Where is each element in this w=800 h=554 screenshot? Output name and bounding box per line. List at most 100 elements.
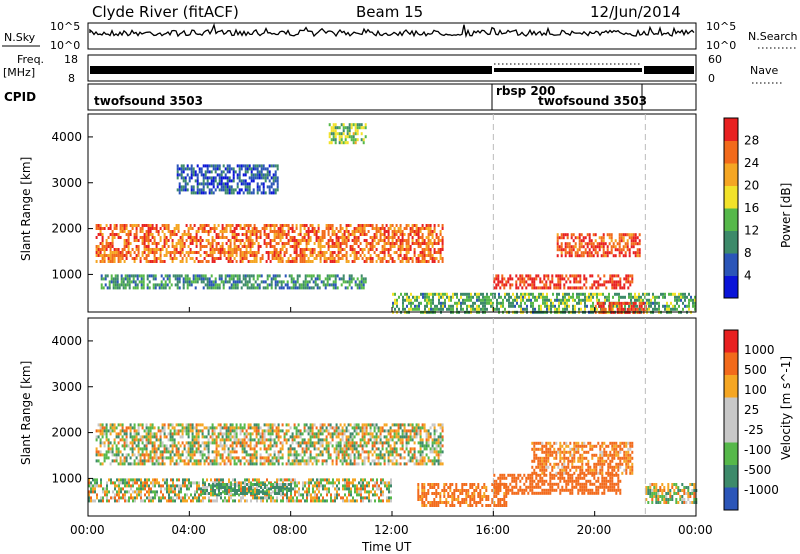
heatmap-cell (279, 254, 282, 257)
heatmap-cell (509, 283, 512, 287)
heatmap-cell (195, 230, 198, 233)
heatmap-cell (133, 260, 136, 263)
heatmap-cell (110, 274, 113, 278)
heatmap-cell (95, 459, 98, 463)
heatmap-cell (219, 251, 222, 254)
heatmap-cell (145, 450, 148, 454)
heatmap-cell (115, 248, 118, 251)
heatmap-cell (401, 456, 404, 460)
heatmap-cell (117, 236, 120, 239)
heatmap-cell (423, 260, 426, 263)
heatmap-cell (291, 227, 294, 230)
heatmap-cell (340, 123, 343, 127)
heatmap-cell (352, 141, 355, 145)
heatmap-cell (556, 295, 558, 299)
heatmap-cell (564, 292, 566, 296)
heatmap-cell (456, 304, 458, 308)
heatmap-cell (219, 245, 222, 248)
heatmap-cell (351, 230, 354, 233)
heatmap-cell (399, 254, 402, 257)
heatmap-cell (166, 283, 169, 287)
heatmap-cell (507, 280, 510, 284)
heatmap-cell (397, 432, 400, 436)
heatmap-cell (606, 298, 608, 302)
heatmap-cell (230, 286, 233, 290)
heatmap-cell (515, 280, 518, 284)
heatmap-cell (277, 260, 280, 263)
heatmap-cell (135, 462, 138, 466)
heatmap-cell (140, 280, 143, 284)
heatmap-cell (572, 245, 575, 249)
heatmap-cell (556, 248, 559, 252)
heatmap-cell (421, 236, 424, 239)
heatmap-cell (610, 248, 613, 252)
heatmap-cell (499, 280, 502, 284)
heatmap-cell (137, 426, 140, 430)
heatmap-cell (305, 450, 308, 454)
heatmap-cell (337, 426, 340, 430)
heatmap-cell (219, 257, 222, 260)
heatmap-cell (341, 227, 344, 230)
heatmap-cell (448, 307, 450, 311)
heatmap-cell (496, 307, 498, 311)
heatmap-cell (207, 456, 210, 460)
heatmap-cell (239, 260, 242, 263)
heatmap-cell (268, 191, 271, 195)
heatmap-cell (125, 227, 128, 230)
heatmap-cell (129, 230, 132, 233)
heatmap-cell (123, 254, 126, 257)
heatmap-cell (252, 164, 255, 168)
heatmap-cell (159, 432, 162, 436)
cpid-label: CPID (4, 90, 36, 104)
heatmap-cell (369, 435, 372, 439)
heatmap-cell (339, 450, 342, 454)
heatmap-cell (427, 227, 430, 230)
heatmap-cell (620, 304, 623, 308)
heatmap-cell (301, 450, 304, 454)
heatmap-cell (431, 462, 434, 466)
heatmap-cell (515, 286, 518, 290)
heatmap-cell (632, 295, 634, 299)
heatmap-cell (184, 274, 187, 278)
heatmap-cell (237, 459, 240, 463)
heatmap-cell (586, 251, 589, 255)
heatmap-cell (251, 227, 254, 230)
heatmap-cell (401, 447, 404, 451)
heatmap-cell (574, 304, 576, 308)
heatmap-cell (342, 274, 345, 278)
heatmap-cell (243, 227, 246, 230)
heatmap-cell (365, 456, 368, 460)
heatmap-cell (584, 295, 586, 299)
heatmap-cell (227, 456, 230, 460)
heatmap-cell (354, 126, 357, 130)
heatmap-cell (266, 185, 269, 189)
heatmap-cell (426, 301, 428, 305)
heatmap-cell (516, 301, 518, 305)
heatmap-cell (135, 254, 138, 257)
heatmap-cell (558, 304, 560, 308)
heatmap-cell (327, 450, 330, 454)
heatmap-cell (391, 459, 394, 463)
heatmap-cell (598, 248, 601, 252)
heatmap-cell (359, 242, 362, 245)
heatmap-cell (347, 236, 350, 239)
heatmap-cell (600, 239, 603, 243)
heatmap-cell (251, 239, 254, 242)
heatmap-cell (231, 447, 234, 451)
heatmap-cell (317, 236, 320, 239)
heatmap-cell (223, 432, 226, 436)
heatmap-cell (559, 274, 562, 278)
heatmap-cell (369, 242, 372, 245)
heatmap-cell (165, 447, 168, 451)
heatmap-cell (537, 274, 540, 278)
heatmap-cell (232, 286, 235, 290)
heatmap-cell (602, 292, 604, 296)
heatmap-cell (238, 170, 241, 174)
heatmap-cell (129, 423, 132, 427)
heatmap-cell (163, 260, 166, 263)
heatmap-cell (588, 254, 591, 258)
heatmap-cell (394, 292, 396, 296)
heatmap-cell (182, 170, 185, 174)
heatmap-cell (149, 435, 152, 439)
heatmap-cell (399, 447, 402, 451)
